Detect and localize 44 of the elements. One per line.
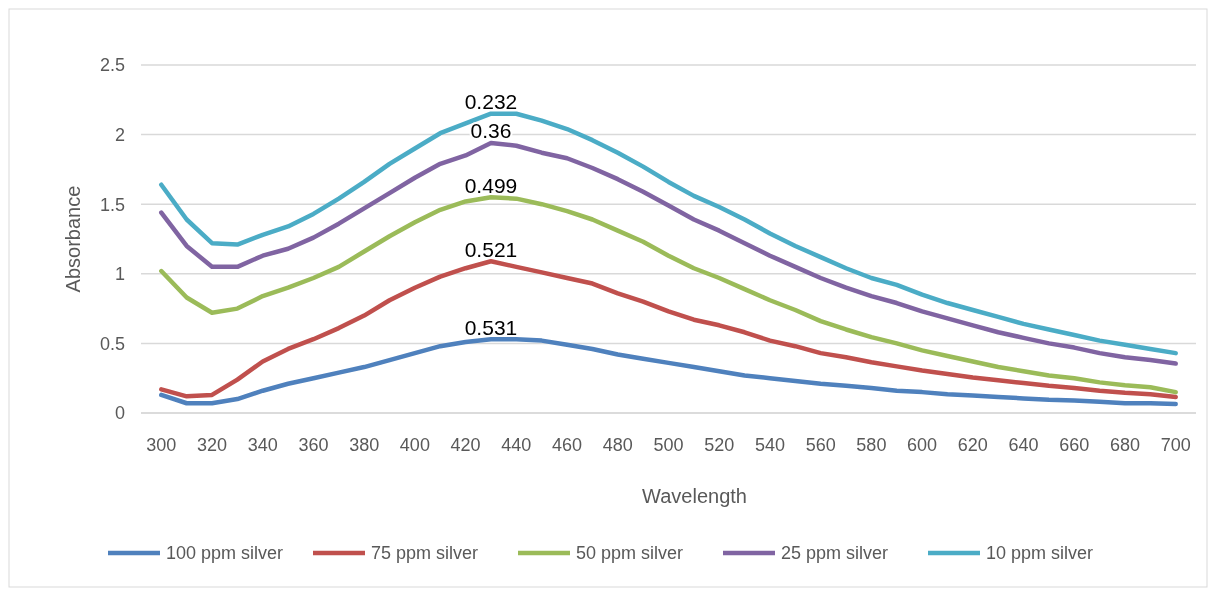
x-tick-label: 420 <box>450 435 481 455</box>
annotation: 0.36 <box>470 119 512 143</box>
y-tick-label: 1 <box>114 264 125 285</box>
annotation: 0.521 <box>464 237 518 261</box>
annotation: 0.232 <box>464 90 518 114</box>
x-tick-label: 600 <box>907 435 938 455</box>
x-tick-label: 660 <box>1059 435 1090 455</box>
x-tick-label: 320 <box>196 435 228 455</box>
line-series <box>159 194 1178 395</box>
line-series <box>159 111 1178 356</box>
x-tick-label: 500 <box>653 435 684 455</box>
y-axis-title: Absorbance <box>62 185 84 293</box>
line-series <box>159 336 1178 407</box>
legend-label: 10 ppm silver <box>986 543 1094 564</box>
x-tick-label: 640 <box>1008 435 1039 455</box>
legend-label: 50 ppm silver <box>576 543 684 564</box>
x-tick-label: 440 <box>501 435 532 455</box>
y-tick-label: 1.5 <box>99 194 125 215</box>
x-tick-label: 620 <box>957 435 988 455</box>
y-tick-label: 0 <box>114 403 125 424</box>
x-tick-label: 560 <box>805 435 836 455</box>
x-axis-title: Wavelength <box>642 485 747 507</box>
x-tick-label: 700 <box>1160 435 1191 455</box>
legend-label: 25 ppm silver <box>781 543 889 564</box>
line-series <box>159 140 1178 366</box>
line-series <box>159 259 1178 400</box>
x-tick-label: 460 <box>552 435 583 455</box>
y-tick-label: 2.5 <box>99 55 125 76</box>
x-tick-label: 380 <box>349 435 380 455</box>
legend-label: 100 ppm silver <box>166 543 284 564</box>
x-tick-label: 540 <box>754 435 785 455</box>
x-tick-label: 680 <box>1109 435 1141 455</box>
x-tick-label: 520 <box>704 435 735 455</box>
y-tick-label: 0.5 <box>99 333 125 354</box>
legend-label: 75 ppm silver <box>371 543 479 564</box>
x-tick-label: 360 <box>298 435 329 455</box>
x-tick-label: 580 <box>856 435 887 455</box>
x-tick-label: 480 <box>602 435 633 455</box>
x-tick-label: 300 <box>146 435 177 455</box>
y-tick-label: 2 <box>114 124 125 145</box>
annotation: 0.499 <box>464 173 518 197</box>
x-tick-label: 340 <box>247 435 278 455</box>
annotation: 0.531 <box>464 315 518 339</box>
x-tick-label: 400 <box>399 435 430 455</box>
